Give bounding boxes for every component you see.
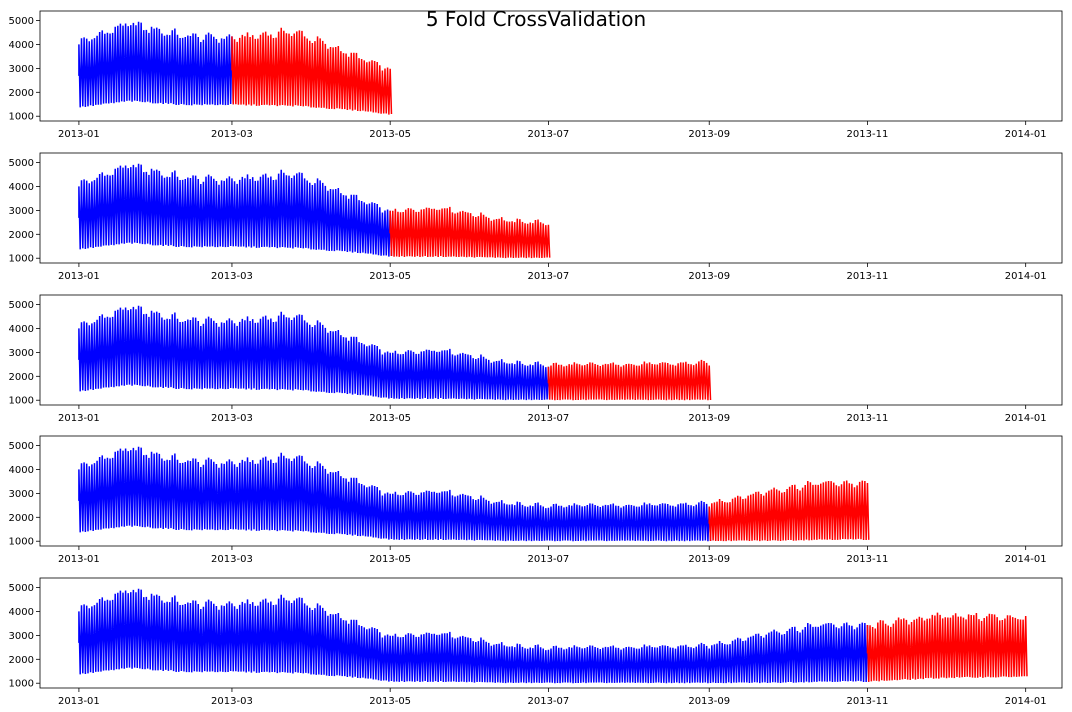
y-tick-label: 4000 — [9, 182, 34, 193]
x-tick-label: 2013-07 — [528, 271, 570, 282]
x-tick-label: 2014-01 — [1005, 413, 1047, 424]
x-tick-label: 2013-11 — [847, 696, 889, 707]
x-tick-label: 2013-03 — [211, 129, 253, 140]
x-tick-label: 2013-01 — [58, 129, 100, 140]
x-tick-label: 2013-07 — [528, 129, 570, 140]
x-tick-label: 2013-11 — [847, 271, 889, 282]
x-tick-label: 2013-09 — [688, 413, 730, 424]
axes-frame — [39, 435, 1063, 547]
x-tick-label: 2013-03 — [211, 271, 253, 282]
train-series-line — [78, 588, 870, 684]
test-series-line — [231, 27, 393, 115]
x-tick-label: 2013-07 — [528, 554, 570, 565]
axes-frame — [39, 577, 1063, 689]
x-tick-label: 2013-09 — [688, 696, 730, 707]
x-tick-label: 2013-05 — [369, 271, 411, 282]
x-tick-label: 2014-01 — [1005, 696, 1047, 707]
y-tick-label: 3000 — [9, 631, 34, 642]
x-tick-label: 2013-09 — [688, 271, 730, 282]
x-tick-label: 2013-11 — [847, 554, 889, 565]
axes-frame — [39, 294, 1063, 406]
x-tick-label: 2013-09 — [688, 129, 730, 140]
subplot-fold-5: 2013-01 2013-03 2013-05 2013-07 2013-09 2013-… — [9, 577, 1063, 707]
x-tick-label: 2013-03 — [211, 696, 253, 707]
subplot-fold-2: 2013-01 2013-03 2013-05 2013-07 2013-09 2013-… — [9, 152, 1063, 282]
x-tick-label: 2013-11 — [847, 129, 889, 140]
figure-title: 5 Fold CrossValidation — [426, 7, 646, 31]
x-tick-label: 2014-01 — [1005, 554, 1047, 565]
x-tick-label: 2013-01 — [58, 696, 100, 707]
y-tick-label: 5000 — [9, 441, 34, 452]
train-series-line — [78, 305, 551, 401]
y-tick-label: 1000 — [9, 537, 34, 548]
y-tick-label: 2000 — [9, 513, 34, 524]
y-tick-label: 2000 — [9, 88, 34, 99]
subplot-fold-1: 2013-01 2013-03 2013-05 2013-07 2013-09 2013-… — [9, 10, 1063, 140]
x-tick-label: 2013-01 — [58, 554, 100, 565]
subplot-fold-3: 2013-01 2013-03 2013-05 2013-07 2013-09 2013-… — [9, 294, 1063, 424]
x-tick-label: 2013-03 — [211, 413, 253, 424]
train-series-line — [78, 21, 234, 108]
y-tick-label: 3000 — [9, 64, 34, 75]
subplot-fold-4: 2013-01 2013-03 2013-05 2013-07 2013-09 2013-… — [9, 435, 1063, 565]
test-series-line — [708, 480, 870, 542]
y-tick-label: 5000 — [9, 158, 34, 169]
y-tick-label: 2000 — [9, 230, 34, 241]
x-tick-label: 2013-03 — [211, 554, 253, 565]
y-tick-label: 1000 — [9, 254, 34, 265]
train-series-line — [78, 446, 712, 542]
x-tick-label: 2014-01 — [1005, 129, 1047, 140]
y-tick-label: 4000 — [9, 324, 34, 335]
test-series-line — [866, 612, 1028, 682]
x-tick-label: 2013-05 — [369, 413, 411, 424]
y-tick-label: 3000 — [9, 348, 34, 359]
test-series-line — [389, 206, 551, 259]
x-tick-label: 2013-09 — [688, 554, 730, 565]
y-tick-label: 5000 — [9, 300, 34, 311]
test-series-line — [547, 359, 712, 401]
y-tick-label: 4000 — [9, 607, 34, 618]
y-tick-label: 2000 — [9, 372, 34, 383]
x-tick-label: 2014-01 — [1005, 271, 1047, 282]
y-tick-label: 4000 — [9, 465, 34, 476]
y-tick-label: 5000 — [9, 583, 34, 594]
y-tick-label: 3000 — [9, 206, 34, 217]
axes-frame — [39, 10, 1063, 122]
x-tick-label: 2013-05 — [369, 696, 411, 707]
y-tick-label: 5000 — [9, 16, 34, 27]
y-tick-label: 4000 — [9, 40, 34, 51]
y-tick-label: 1000 — [9, 396, 34, 407]
axes-frame — [39, 152, 1063, 264]
y-tick-label: 1000 — [9, 112, 34, 123]
x-tick-label: 2013-05 — [369, 129, 411, 140]
x-tick-label: 2013-05 — [369, 554, 411, 565]
x-tick-label: 2013-11 — [847, 413, 889, 424]
x-tick-label: 2013-07 — [528, 413, 570, 424]
train-series-line — [78, 163, 393, 257]
subplots: 2013-01 2013-03 2013-05 2013-07 2013-09 2013-… — [9, 10, 1063, 707]
x-tick-label: 2013-01 — [58, 271, 100, 282]
y-tick-label: 1000 — [9, 679, 34, 690]
y-tick-label: 2000 — [9, 655, 34, 666]
x-tick-label: 2013-07 — [528, 696, 570, 707]
y-tick-label: 3000 — [9, 489, 34, 500]
x-tick-label: 2013-01 — [58, 413, 100, 424]
